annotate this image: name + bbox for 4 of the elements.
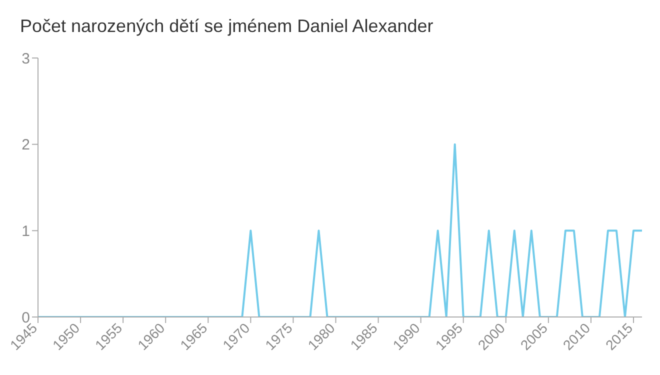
y-tick-label: 3: [22, 50, 30, 68]
y-tick-label: 2: [22, 136, 30, 154]
chart-title: Počet narozených dětí se jménem Daniel Alexander: [20, 16, 434, 37]
y-tick-label: 1: [22, 222, 30, 240]
